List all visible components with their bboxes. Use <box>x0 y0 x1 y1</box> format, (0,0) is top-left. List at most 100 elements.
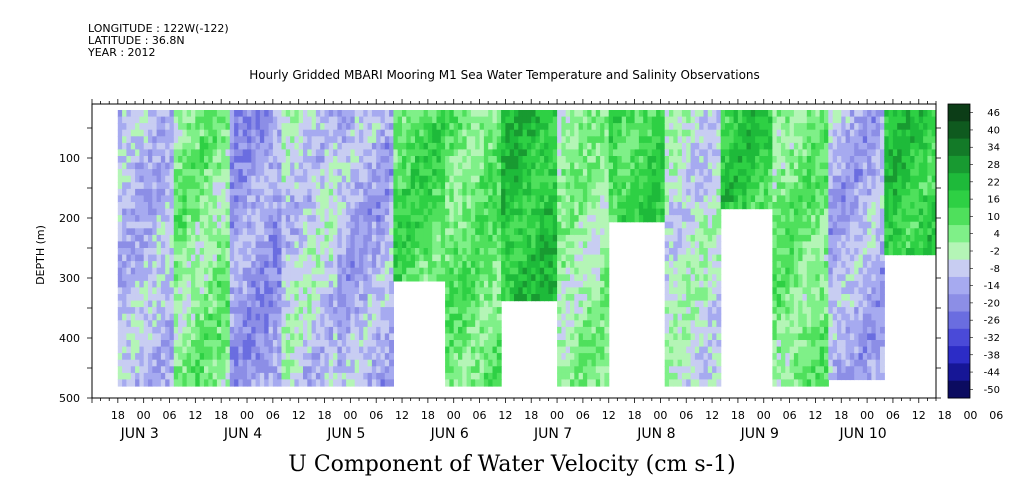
heat-cell <box>169 353 175 361</box>
heat-cell <box>247 202 252 210</box>
heat-cell <box>277 261 283 269</box>
heat-cell <box>298 353 304 361</box>
heat-cell <box>160 162 166 170</box>
heat-cell <box>557 326 562 335</box>
heat-cell <box>522 215 528 223</box>
heat-cell <box>234 294 239 302</box>
heat-cell <box>238 221 244 229</box>
heat-cell <box>247 294 252 302</box>
heat-cell <box>303 372 308 381</box>
heat-cell <box>458 129 463 137</box>
heat-cell <box>277 274 283 282</box>
heat-cell <box>410 142 416 151</box>
heat-cell <box>346 110 351 118</box>
heat-cell <box>242 228 248 236</box>
heat-cell <box>634 208 640 216</box>
heat-cell <box>341 202 347 210</box>
heat-cell <box>570 182 575 190</box>
heat-cell <box>595 261 601 269</box>
heat-cell <box>173 221 179 229</box>
heat-cell <box>264 162 270 170</box>
heat-cell <box>531 149 537 157</box>
heat-cell <box>397 162 403 170</box>
heat-cell <box>143 182 149 190</box>
heat-cell <box>669 313 674 321</box>
heat-cell <box>544 175 549 183</box>
heat-cell <box>535 248 541 256</box>
heat-cell <box>445 221 450 229</box>
heat-cell <box>285 267 291 275</box>
heat-cell <box>251 149 257 157</box>
heat-cell <box>501 208 506 216</box>
heat-cell <box>178 366 183 374</box>
heat-cell <box>483 326 489 335</box>
heat-cell <box>458 175 463 183</box>
heat-cell <box>242 372 248 381</box>
heat-cell <box>694 182 700 190</box>
heat-cell <box>694 208 700 216</box>
heat-cell <box>376 149 382 157</box>
heat-cell <box>436 241 442 249</box>
heat-cell <box>595 372 601 381</box>
heat-cell <box>561 188 567 197</box>
heat-cell <box>238 300 244 308</box>
heat-cell <box>690 261 696 269</box>
heat-cell <box>156 300 162 308</box>
heat-cell <box>453 156 459 164</box>
heat-cell <box>406 169 412 177</box>
heat-cell <box>117 261 123 269</box>
heat-cell <box>423 208 429 216</box>
heat-cell <box>126 123 132 131</box>
heat-cell <box>595 188 601 197</box>
heat-cell <box>255 208 261 216</box>
heat-cell <box>380 333 386 341</box>
heat-cell <box>505 116 511 124</box>
heat-cell <box>255 261 261 269</box>
heat-cell <box>212 274 218 282</box>
heat-cell <box>311 169 317 177</box>
heat-cell <box>311 241 317 249</box>
heat-cell <box>225 156 231 164</box>
heat-cell <box>410 267 416 275</box>
heat-cell <box>333 287 338 295</box>
heat-cell <box>604 254 610 262</box>
heat-cell <box>419 169 425 177</box>
heat-cell <box>449 274 455 282</box>
heat-cell <box>324 379 330 387</box>
heat-cell <box>432 195 438 203</box>
heat-cell <box>664 156 670 164</box>
heat-cell <box>186 188 192 197</box>
heat-cell <box>268 149 274 157</box>
heat-cell <box>363 162 369 170</box>
heat-cell <box>694 280 700 289</box>
heat-cell <box>458 228 463 236</box>
heat-cell <box>294 221 300 229</box>
heat-cell <box>126 307 132 315</box>
heat-cell <box>561 300 567 308</box>
heat-cell <box>690 142 696 151</box>
heat-cell <box>552 129 558 137</box>
heat-cell <box>565 182 571 190</box>
heat-cell <box>427 175 433 183</box>
heat-cell <box>514 261 519 269</box>
heat-cell <box>199 169 205 177</box>
heat-cell <box>686 353 692 361</box>
heat-cell <box>423 136 429 144</box>
heat-cell <box>259 307 265 315</box>
heat-cell <box>449 372 455 381</box>
heat-cell <box>651 202 657 210</box>
heat-cell <box>212 221 218 229</box>
heat-cell <box>199 123 205 131</box>
heat-cell <box>432 156 438 164</box>
heat-cell <box>436 228 442 236</box>
heat-cell <box>587 353 593 361</box>
heat-cell <box>212 300 218 308</box>
heat-cell <box>281 372 287 381</box>
heat-cell <box>294 294 300 302</box>
heat-cell <box>178 320 183 328</box>
heat-cell <box>694 110 700 118</box>
heat-cell <box>518 280 524 289</box>
heat-cell <box>686 254 692 262</box>
heat-cell <box>492 202 498 210</box>
heat-cell <box>178 313 183 321</box>
